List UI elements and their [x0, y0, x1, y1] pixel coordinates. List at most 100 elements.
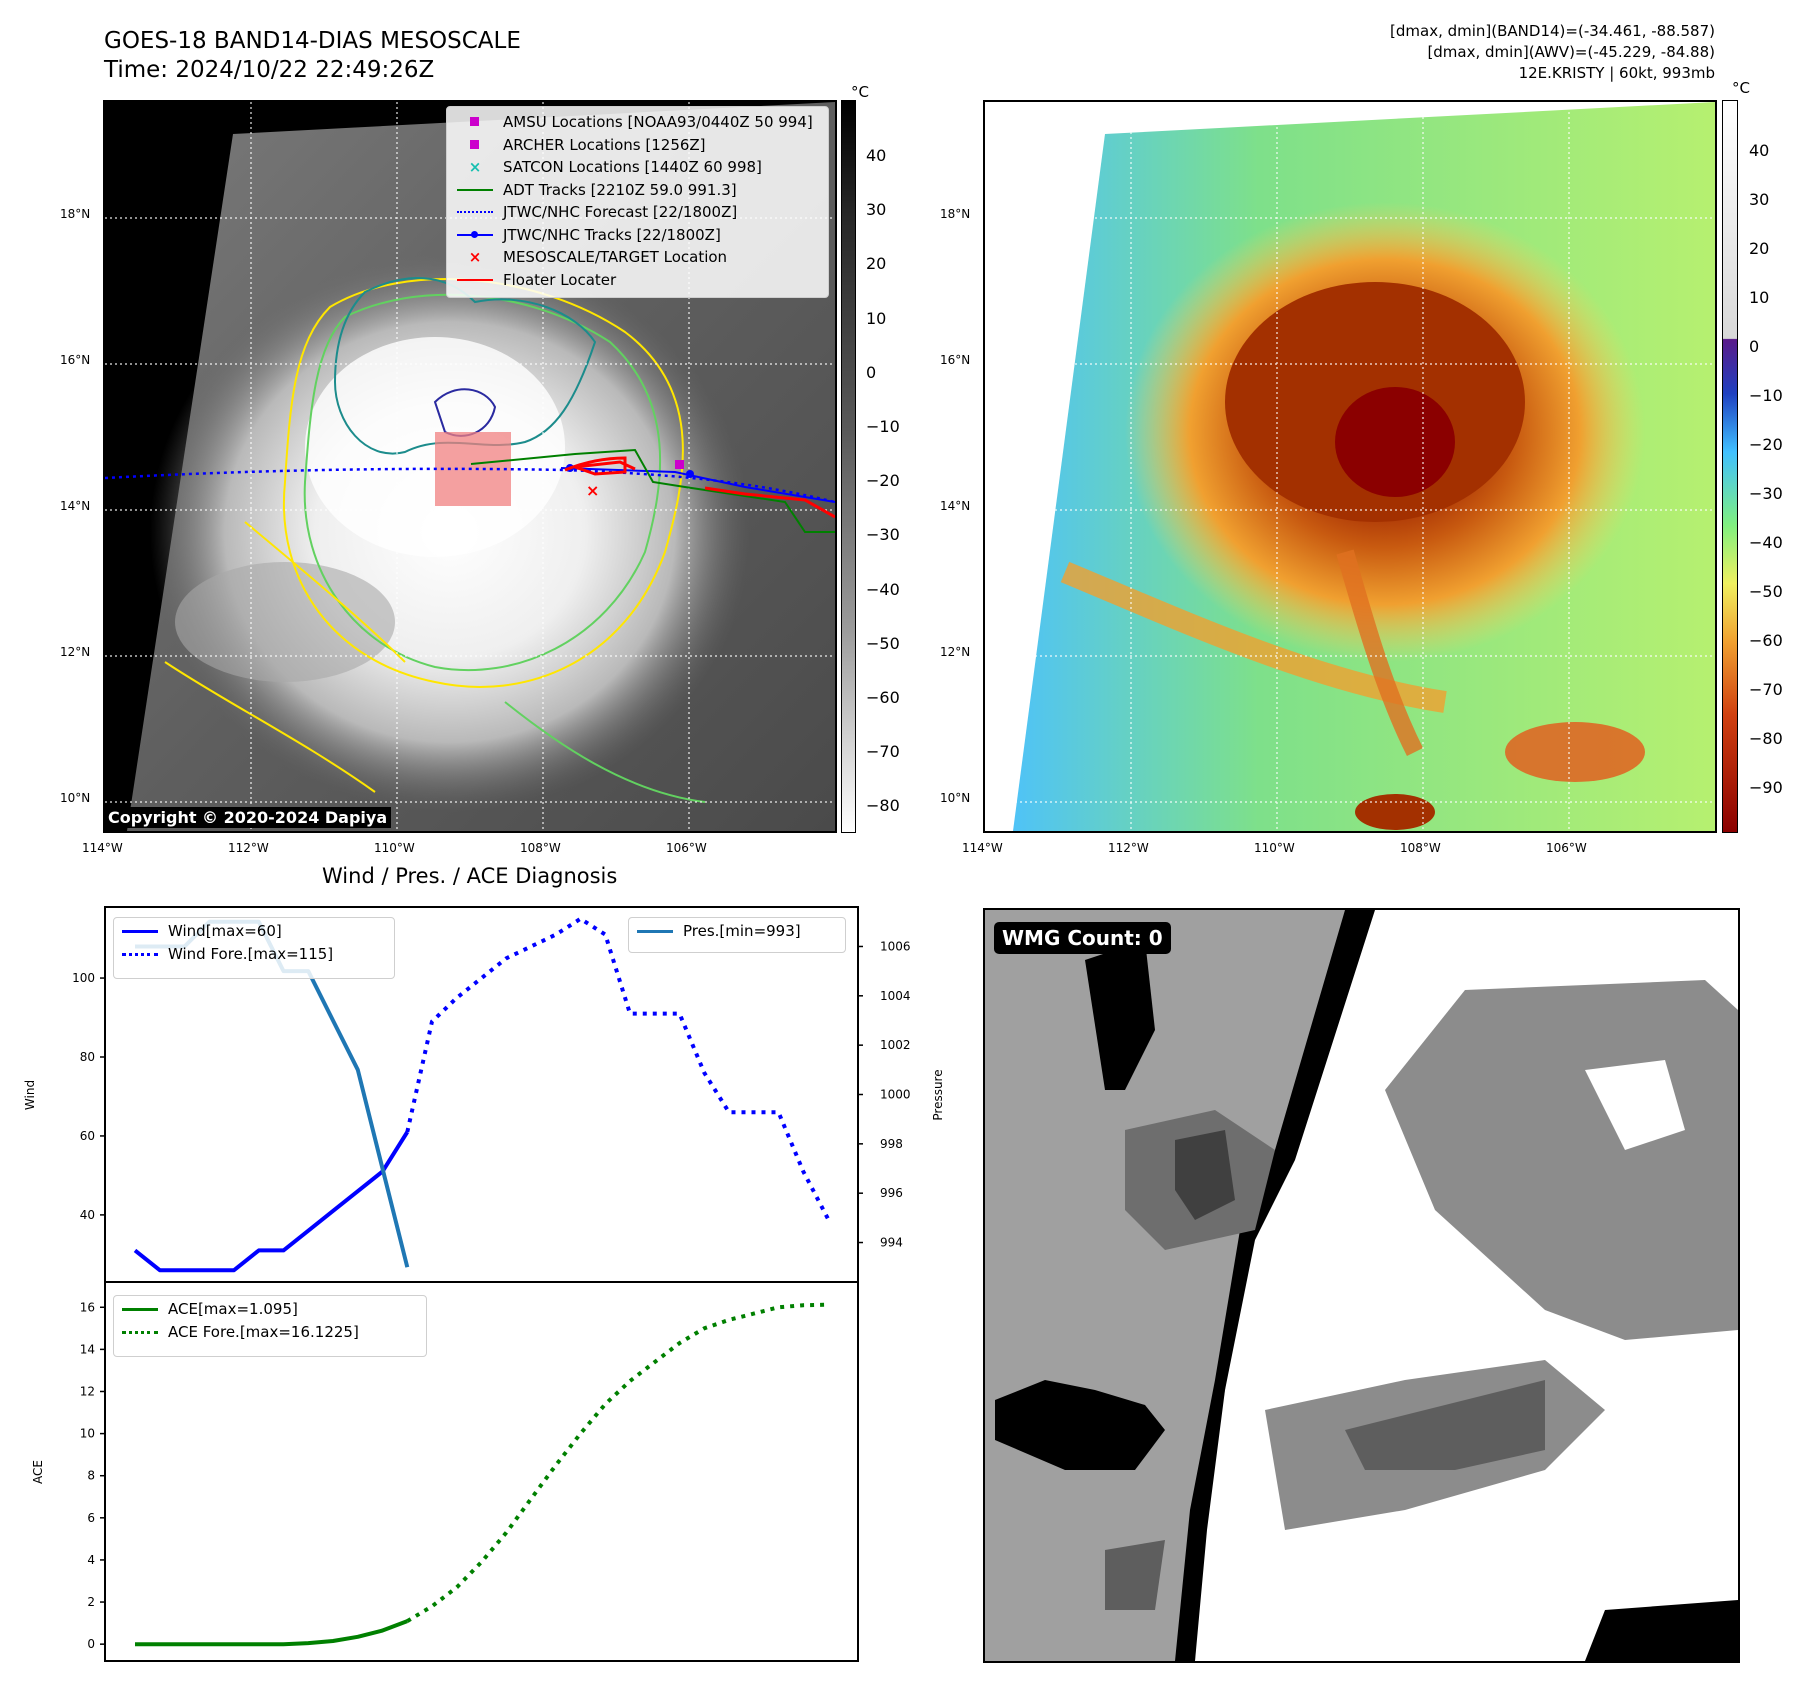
colorbar-right: [1722, 100, 1738, 833]
colorbar-right-tick: −80: [1749, 729, 1783, 748]
legend-wind: Wind[max=60]: [120, 920, 388, 943]
lat-label: 16°N: [940, 353, 971, 367]
wind-tick: 80: [80, 1050, 95, 1064]
colorbar-left-tick: −80: [866, 796, 900, 816]
legend-target: × MESOSCALE/TARGET Location: [455, 246, 820, 269]
legend-label: Pres.[min=993]: [683, 922, 801, 940]
wmg-panel: [983, 908, 1740, 1663]
legend-label: Wind[max=60]: [168, 922, 282, 940]
lon-label: 112°W: [228, 841, 269, 855]
awv-imagery: [985, 102, 1715, 831]
lon-label: 110°W: [1254, 841, 1295, 855]
lat-label: 18°N: [940, 207, 971, 221]
ace-tick: 6: [87, 1511, 95, 1525]
colorbar-left-tick: −40: [866, 579, 900, 599]
diagnosis-title: Wind / Pres. / ACE Diagnosis: [322, 864, 618, 888]
title-line-1: GOES-18 BAND14-DIAS MESOSCALE: [104, 28, 521, 54]
pressure-tick: 994: [880, 1236, 903, 1250]
band14-map: ×: [103, 100, 837, 833]
legend-jtwc-forecast: JTWC/NHC Forecast [22/1800Z]: [455, 201, 820, 224]
ace-tick: 14: [80, 1342, 95, 1356]
pressure-tick: 1004: [880, 989, 911, 1003]
copyright-label: Copyright © 2020-2024 Dapiya: [104, 807, 392, 828]
lat-label: 10°N: [60, 791, 91, 805]
pressure-tick: 1002: [880, 1038, 911, 1052]
wind-tick: 100: [72, 971, 95, 985]
colorbar-left-tick: −50: [866, 633, 900, 653]
legend-label: ADT Tracks [2210Z 59.0 991.3]: [503, 180, 737, 199]
lat-label: 16°N: [60, 353, 91, 367]
lat-label: 18°N: [60, 207, 91, 221]
ace-tick: 16: [80, 1300, 95, 1314]
colorbar-right-tick: −20: [1749, 435, 1783, 454]
colorbar-right-tick: 0: [1749, 337, 1760, 356]
wind-tick: 60: [80, 1129, 95, 1143]
legend-pressure: Pres.[min=993]: [635, 920, 839, 943]
jtwc-track: [560, 467, 835, 503]
colorbar-right-tick: −40: [1749, 533, 1783, 552]
pressure-legend: Pres.[min=993]: [628, 917, 846, 953]
archer-marker: [675, 460, 684, 469]
lon-label: 110°W: [374, 841, 415, 855]
map-legend: AMSU Locations [NOAA93/0440Z 50 994] ARC…: [446, 106, 829, 298]
colorbar-left-tick: 40: [866, 146, 887, 165]
legend-label: JTWC/NHC Tracks [22/1800Z]: [503, 225, 721, 244]
colorbar-left-tick: 20: [866, 254, 887, 274]
pressure-tick: 1006: [880, 939, 911, 953]
colorbar-right-tick: −30: [1749, 484, 1783, 503]
wind-line: [133, 1130, 409, 1273]
legend-label: ACE Fore.[max=16.1225]: [168, 1322, 359, 1341]
lat-label: 14°N: [60, 499, 91, 513]
colorbar-left-tick: 10: [866, 308, 887, 328]
legend-ace: ACE[max=1.095]: [120, 1298, 420, 1321]
ace-tick: 0: [87, 1637, 95, 1651]
colorbar-right-tick: −90: [1749, 778, 1783, 797]
legend-label: Floater Locater: [503, 270, 617, 289]
colorbar-left-unit: °C: [851, 83, 869, 101]
wmg-imagery: [995, 910, 1738, 1661]
colorbar-right-unit: °C: [1732, 79, 1750, 97]
legend-satcon: × SATCON Locations [1440Z 60 998]: [455, 156, 820, 179]
legend-floater: Floater Locater: [455, 269, 820, 292]
legend-jtwc-tracks: JTWC/NHC Tracks [22/1800Z]: [455, 224, 820, 247]
legend-wind-forecast: Wind Fore.[max=115]: [120, 943, 388, 966]
lon-label: 106°W: [1546, 841, 1587, 855]
lat-label: 14°N: [940, 499, 971, 513]
lat-label: 10°N: [940, 791, 971, 805]
target-marker: ×: [586, 481, 599, 500]
lat-label: 12°N: [940, 645, 971, 659]
awv-map: [983, 100, 1717, 833]
lon-label: 108°W: [1400, 841, 1441, 855]
legend-label: ARCHER Locations [1256Z]: [503, 135, 706, 154]
lon-label: 114°W: [962, 841, 1003, 855]
lat-label: 12°N: [60, 645, 91, 659]
pressure-tick: 1000: [880, 1088, 911, 1102]
ace-line: [135, 1619, 409, 1647]
colorbar-left-tick: 30: [866, 200, 887, 220]
jtwc-forecast-track: [105, 467, 835, 504]
lon-label: 108°W: [520, 841, 561, 855]
wind-legend: Wind[max=60] Wind Fore.[max=115]: [113, 917, 395, 979]
colorbar-left-tick: −30: [866, 525, 900, 545]
colorbar-right-tick: 40: [1749, 141, 1770, 160]
colorbar-left-tick: 0: [866, 362, 877, 382]
stats-line-2: [dmax, dmin](AWV)=(-45.229, -84.88): [1427, 43, 1715, 61]
colorbar-right-tick: 10: [1749, 288, 1770, 307]
legend-label: AMSU Locations [NOAA93/0440Z 50 994]: [503, 113, 813, 131]
colorbar-right-tick: −50: [1749, 582, 1783, 601]
lon-label: 106°W: [666, 841, 707, 855]
legend-ace-forecast: ACE Fore.[max=16.1225]: [120, 1321, 420, 1344]
wmg-count-badge: WMG Count: 0: [994, 922, 1171, 954]
colorbar-right-tick: −70: [1749, 680, 1783, 699]
wind-axis-label: Wind: [23, 1080, 37, 1110]
pressure-axis-label: Pressure: [931, 1069, 945, 1120]
ace-tick: 2: [87, 1595, 95, 1609]
ace-forecast-line: [406, 1302, 829, 1623]
colorbar-right-tick: −10: [1749, 386, 1783, 405]
colorbar-right-tick: 30: [1749, 190, 1770, 209]
legend-label: JTWC/NHC Forecast [22/1800Z]: [503, 203, 738, 221]
colorbar-left-tick: −10: [866, 417, 900, 436]
floater-locater-track: [564, 456, 835, 519]
title-line-2: Time: 2024/10/22 22:49:26Z: [104, 57, 435, 83]
ace-axes-frame: [104, 1281, 859, 1662]
